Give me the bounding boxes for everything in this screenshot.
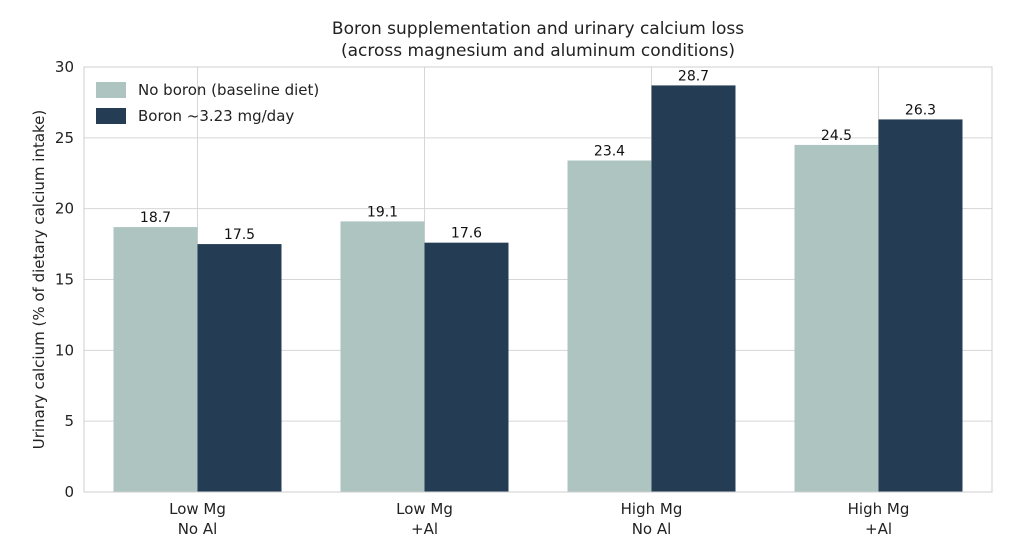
- y-tick-label: 20: [55, 200, 74, 218]
- value-labels: 18.7 17.5 19.1 17.6 23.4 28.7 24.5 26.3: [140, 68, 936, 243]
- x-tick-labels: Low Mg No Al Low Mg +Al High Mg No Al High Mg +…: [169, 500, 909, 538]
- x-tick-label: Low Mg: [396, 500, 453, 518]
- bar-series-1-cat-0: [197, 244, 282, 492]
- x-tick-label: High Mg: [848, 500, 910, 518]
- bars: [113, 85, 963, 493]
- y-tick-label: 0: [64, 483, 74, 501]
- x-tick-label: Low Mg: [169, 500, 226, 518]
- bar-value-label: 17.5: [224, 227, 255, 243]
- legend-swatch-0: [96, 82, 126, 98]
- bar-series-1-cat-1: [424, 242, 509, 492]
- bar-value-label: 17.6: [451, 226, 482, 242]
- chart-title: Boron supplementation and urinary calciu…: [332, 19, 744, 39]
- x-tick-label: +Al: [865, 520, 892, 538]
- legend-label-1: Boron ~3.23 mg/day: [138, 107, 294, 125]
- bar-value-label: 19.1: [367, 204, 398, 220]
- y-tick-label: 10: [55, 341, 74, 359]
- y-tick-label: 15: [55, 271, 74, 289]
- bar-value-label: 18.7: [140, 210, 171, 226]
- bar-value-label: 24.5: [821, 128, 852, 144]
- y-tick-label: 5: [64, 412, 74, 430]
- bar-series-1-cat-3: [878, 119, 963, 493]
- bar-value-label: 28.7: [678, 68, 709, 84]
- bar-value-label: 26.3: [905, 102, 936, 118]
- x-tick-label: No Al: [178, 520, 218, 538]
- y-axis-label: Urinary calcium (% of dietary calcium in…: [30, 110, 48, 450]
- plot-frame: [83, 66, 993, 493]
- x-tick-label: High Mg: [621, 500, 683, 518]
- legend-swatch-1: [96, 108, 126, 124]
- bar-series-1-cat-2: [651, 85, 736, 493]
- bar-series-0-cat-2: [567, 160, 652, 492]
- y-tick-label: 30: [55, 58, 74, 76]
- legend-label-0: No boron (baseline diet): [138, 81, 319, 99]
- chart-subtitle: (across magnesium and aluminum condition…: [341, 41, 735, 61]
- bar-series-0-cat-3: [794, 144, 879, 492]
- bar-series-0-cat-1: [340, 221, 425, 492]
- legend: No boron (baseline diet) Boron ~3.23 mg/d…: [96, 81, 319, 125]
- y-tick-label: 25: [55, 129, 74, 147]
- x-tick-label: +Al: [411, 520, 438, 538]
- x-tick-label: No Al: [632, 520, 672, 538]
- y-tick-labels: 0 5 10 15 20 25 30: [55, 58, 74, 501]
- bar-series-0-cat-0: [113, 227, 198, 493]
- bar-value-label: 23.4: [594, 144, 625, 160]
